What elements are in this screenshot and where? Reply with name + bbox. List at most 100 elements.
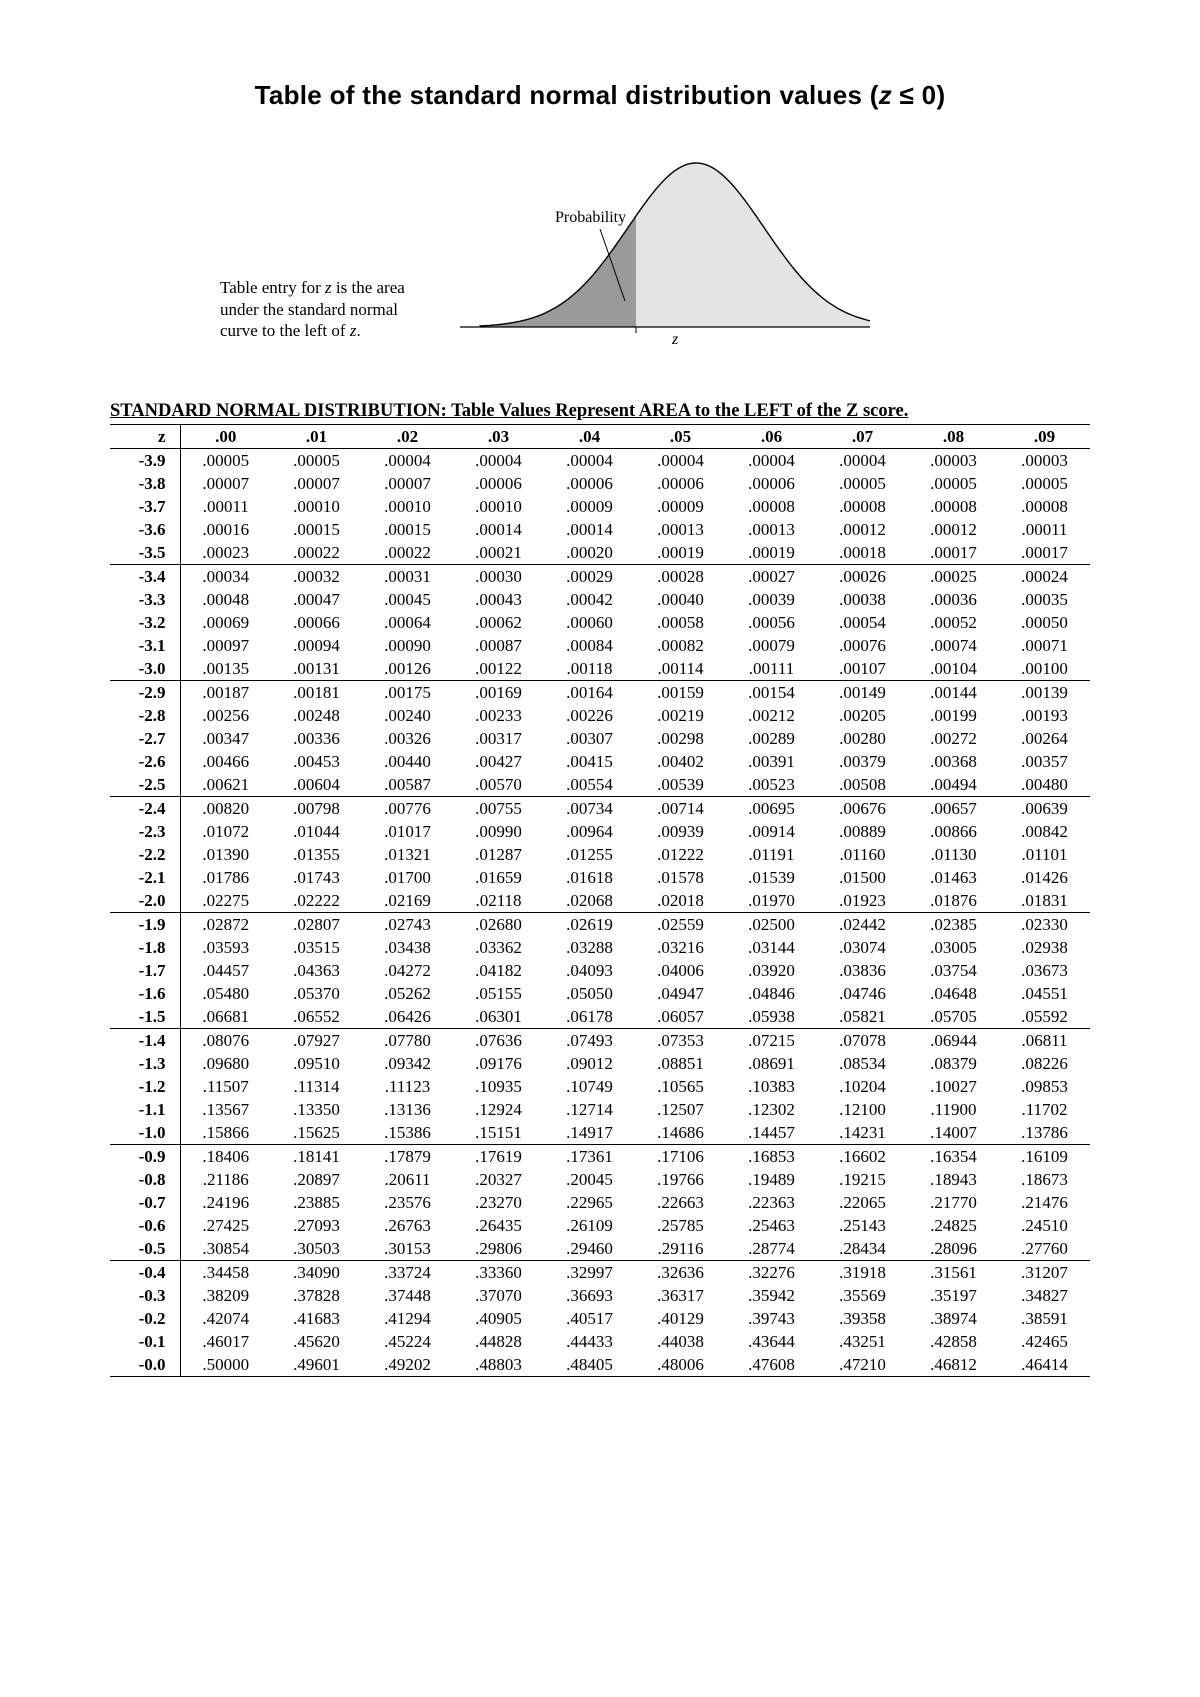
value-cell: .00022 bbox=[362, 541, 453, 565]
value-cell: .10935 bbox=[453, 1075, 544, 1098]
value-cell: .00021 bbox=[453, 541, 544, 565]
value-cell: .00695 bbox=[726, 797, 817, 821]
value-cell: .15866 bbox=[180, 1121, 271, 1145]
value-cell: .25143 bbox=[817, 1214, 908, 1237]
value-cell: .30153 bbox=[362, 1237, 453, 1261]
value-cell: .42465 bbox=[999, 1330, 1090, 1353]
z-cell: -0.3 bbox=[110, 1284, 180, 1307]
value-cell: .00357 bbox=[999, 750, 1090, 773]
value-cell: .07493 bbox=[544, 1029, 635, 1053]
z-cell: -0.4 bbox=[110, 1261, 180, 1285]
value-cell: .43644 bbox=[726, 1330, 817, 1353]
value-cell: .00233 bbox=[453, 704, 544, 727]
value-cell: .24825 bbox=[908, 1214, 999, 1237]
z-cell: -0.5 bbox=[110, 1237, 180, 1261]
value-cell: .10383 bbox=[726, 1075, 817, 1098]
value-cell: .01044 bbox=[271, 820, 362, 843]
value-cell: .00104 bbox=[908, 657, 999, 681]
value-cell: .00004 bbox=[362, 449, 453, 473]
value-cell: .00038 bbox=[817, 588, 908, 611]
value-cell: .15151 bbox=[453, 1121, 544, 1145]
value-cell: .00714 bbox=[635, 797, 726, 821]
value-cell: .00014 bbox=[453, 518, 544, 541]
table-row: -3.0.00135.00131.00126.00122.00118.00114… bbox=[110, 657, 1090, 681]
value-cell: .02500 bbox=[726, 913, 817, 937]
value-cell: .00006 bbox=[726, 472, 817, 495]
value-cell: .20045 bbox=[544, 1168, 635, 1191]
value-cell: .01390 bbox=[180, 843, 271, 866]
value-cell: .00006 bbox=[544, 472, 635, 495]
value-cell: .05821 bbox=[817, 1005, 908, 1029]
table-row: -0.3.38209.37828.37448.37070.36693.36317… bbox=[110, 1284, 1090, 1307]
value-cell: .35569 bbox=[817, 1284, 908, 1307]
z-cell: -1.9 bbox=[110, 913, 180, 937]
z-col-header: z bbox=[110, 425, 180, 449]
normal-curve-svg bbox=[440, 151, 870, 351]
table-row: -0.5.30854.30503.30153.29806.29460.29116… bbox=[110, 1237, 1090, 1261]
table-row: -1.2.11507.11314.11123.10935.10749.10565… bbox=[110, 1075, 1090, 1098]
z-table: z.00.01.02.03.04.05.06.07.08.09 -3.9.000… bbox=[110, 424, 1090, 1377]
z-cell: -3.9 bbox=[110, 449, 180, 473]
col-header: .06 bbox=[726, 425, 817, 449]
value-cell: .32997 bbox=[544, 1261, 635, 1285]
value-cell: .00024 bbox=[999, 565, 1090, 589]
z-cell: -3.7 bbox=[110, 495, 180, 518]
table-row: -0.1.46017.45620.45224.44828.44433.44038… bbox=[110, 1330, 1090, 1353]
value-cell: .00023 bbox=[180, 541, 271, 565]
z-cell: -1.1 bbox=[110, 1098, 180, 1121]
value-cell: .02330 bbox=[999, 913, 1090, 937]
value-cell: .06057 bbox=[635, 1005, 726, 1029]
table-row: -3.4.00034.00032.00031.00030.00029.00028… bbox=[110, 565, 1090, 589]
value-cell: .08076 bbox=[180, 1029, 271, 1053]
value-cell: .01072 bbox=[180, 820, 271, 843]
value-cell: .00056 bbox=[726, 611, 817, 634]
value-cell: .45224 bbox=[362, 1330, 453, 1353]
z-cell: -0.2 bbox=[110, 1307, 180, 1330]
value-cell: .00307 bbox=[544, 727, 635, 750]
value-cell: .27093 bbox=[271, 1214, 362, 1237]
value-cell: .12714 bbox=[544, 1098, 635, 1121]
value-cell: .00100 bbox=[999, 657, 1090, 681]
z-cell: -0.9 bbox=[110, 1145, 180, 1169]
value-cell: .00453 bbox=[271, 750, 362, 773]
table-row: -2.8.00256.00248.00240.00233.00226.00219… bbox=[110, 704, 1090, 727]
value-cell: .36317 bbox=[635, 1284, 726, 1307]
value-cell: .00005 bbox=[999, 472, 1090, 495]
value-cell: .00111 bbox=[726, 657, 817, 681]
value-cell: .00272 bbox=[908, 727, 999, 750]
value-cell: .00776 bbox=[362, 797, 453, 821]
value-cell: .04846 bbox=[726, 982, 817, 1005]
value-cell: .00071 bbox=[999, 634, 1090, 657]
value-cell: .18943 bbox=[908, 1168, 999, 1191]
value-cell: .08226 bbox=[999, 1052, 1090, 1075]
value-cell: .19766 bbox=[635, 1168, 726, 1191]
value-cell: .00082 bbox=[635, 634, 726, 657]
value-cell: .30854 bbox=[180, 1237, 271, 1261]
value-cell: .16109 bbox=[999, 1145, 1090, 1169]
value-cell: .00016 bbox=[180, 518, 271, 541]
value-cell: .00020 bbox=[544, 541, 635, 565]
value-cell: .00639 bbox=[999, 797, 1090, 821]
value-cell: .00009 bbox=[635, 495, 726, 518]
z-cell: -0.1 bbox=[110, 1330, 180, 1353]
value-cell: .00326 bbox=[362, 727, 453, 750]
value-cell: .21476 bbox=[999, 1191, 1090, 1214]
value-cell: .00007 bbox=[180, 472, 271, 495]
z-cell: -2.3 bbox=[110, 820, 180, 843]
z-axis-label: z bbox=[672, 331, 678, 349]
value-cell: .01831 bbox=[999, 889, 1090, 913]
value-cell: .19489 bbox=[726, 1168, 817, 1191]
value-cell: .00466 bbox=[180, 750, 271, 773]
value-cell: .22065 bbox=[817, 1191, 908, 1214]
value-cell: .24510 bbox=[999, 1214, 1090, 1237]
probability-label: Probability bbox=[555, 209, 626, 227]
z-cell: -2.8 bbox=[110, 704, 180, 727]
value-cell: .05938 bbox=[726, 1005, 817, 1029]
z-cell: -3.2 bbox=[110, 611, 180, 634]
col-header: .00 bbox=[180, 425, 271, 449]
z-cell: -2.0 bbox=[110, 889, 180, 913]
value-cell: .21770 bbox=[908, 1191, 999, 1214]
value-cell: .00657 bbox=[908, 797, 999, 821]
value-cell: .48405 bbox=[544, 1353, 635, 1377]
value-cell: .15386 bbox=[362, 1121, 453, 1145]
